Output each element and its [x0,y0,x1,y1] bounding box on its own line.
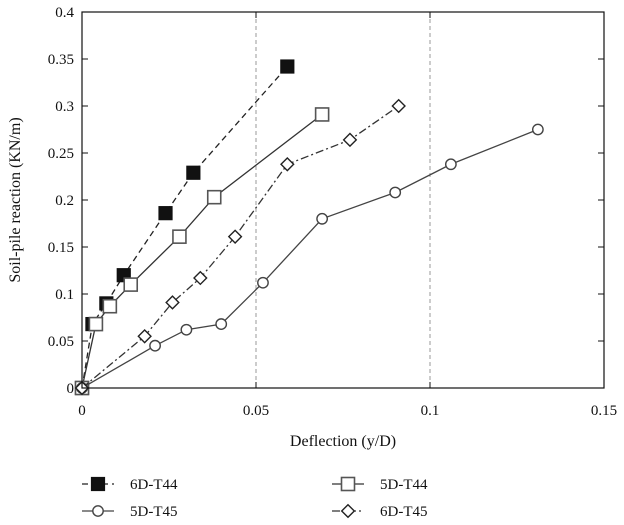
data-point [193,270,208,286]
data-point [316,212,329,225]
series-line [81,113,323,389]
series-6d-t44 [74,59,295,396]
y-tick-label: 0.25 [48,146,74,162]
x-tick-label: 0.15 [591,403,617,419]
series-line [81,105,400,389]
legend-marker [92,505,104,517]
data-point [314,107,330,122]
x-tick-label: 0.1 [421,403,440,419]
legend-label: 5D-T45 [130,504,178,520]
data-point [102,298,118,314]
data-point [123,277,139,292]
series-6d-t45 [74,98,406,396]
series-group [74,59,544,396]
y-tick-label: 0.3 [55,99,74,115]
legend-marker [90,476,106,492]
data-point [215,318,228,330]
data-point [149,339,161,352]
y-tick-label: 0 [67,381,75,397]
legend-marker [340,476,356,492]
y-tick-label: 0.1 [55,287,74,303]
data-point [391,98,406,114]
plot-frame [81,11,605,389]
data-point [227,229,243,244]
legend-item: 6D-T45 [332,503,428,520]
legend: 6D-T44 5D-T44 5D-T45 6D-T45 [82,476,428,520]
y-tick-label: 0.15 [48,240,74,256]
series-5d-t45 [76,123,544,394]
data-point [158,206,173,221]
data-point [531,123,544,136]
legend-label: 6D-T44 [130,477,178,493]
data-point [257,276,269,289]
data-point [88,316,104,332]
legend-label: 6D-T45 [380,504,428,520]
series-5d-t44 [74,107,330,396]
y-tick-label: 0.4 [55,5,74,21]
legend-item: 5D-T44 [332,476,428,493]
data-point [180,323,193,336]
data-point [206,189,222,205]
x-tick-label: 0 [78,403,86,419]
series-line [81,66,288,389]
legend-marker [340,503,356,519]
x-axis-label: Deflection (y/D) [290,433,396,450]
x-tick-label: 0.05 [243,403,269,419]
data-point [186,165,201,180]
axes [81,11,605,389]
legend-item: 5D-T45 [82,504,178,520]
data-point [280,59,295,74]
data-point [280,156,295,172]
data-point [342,132,358,148]
data-point [444,158,457,171]
legend-label: 5D-T44 [380,477,428,493]
data-point [137,329,152,344]
y-tick-label: 0.35 [48,52,74,68]
data-point [389,186,402,199]
legend-item: 6D-T44 [82,476,178,493]
data-point [172,229,187,244]
y-axis-label: Soil-pile reaction (KN/m) [7,117,24,282]
data-point [165,295,180,310]
y-tick-label: 0.05 [48,334,74,350]
tick-labels: 0 0.05 0.1 0.15 0.2 0.25 0.3 0.35 0.4 0 0.05 0.1 0.1… [48,5,617,419]
y-tick-label: 0.2 [55,193,74,209]
